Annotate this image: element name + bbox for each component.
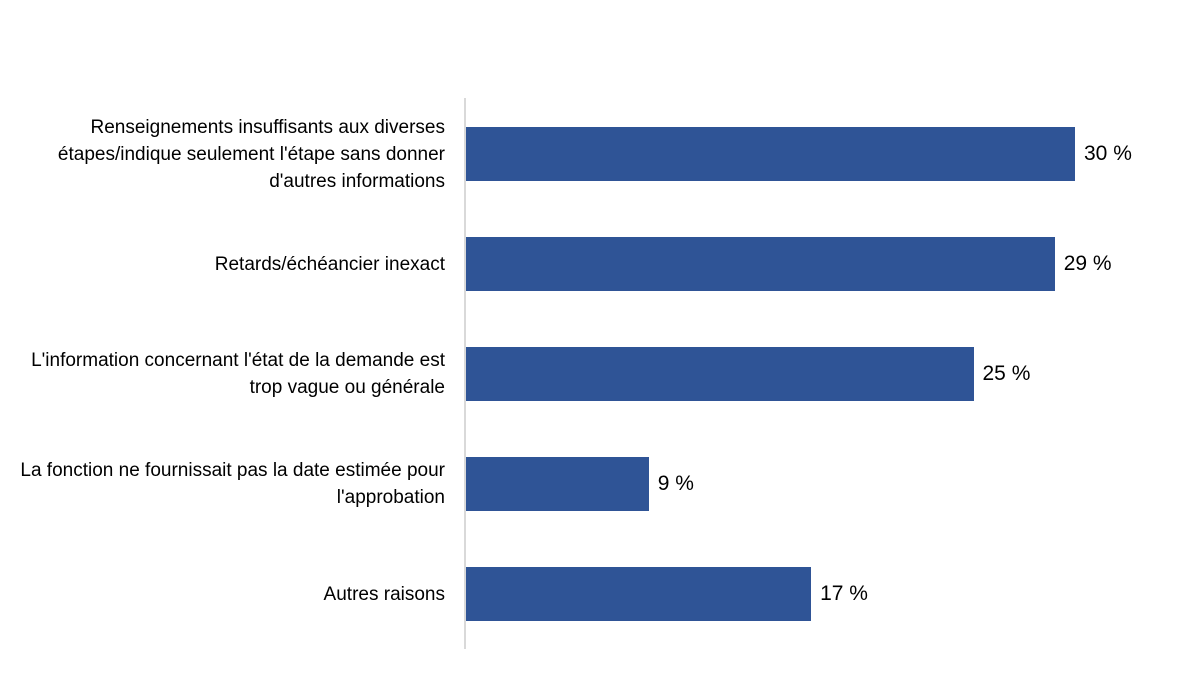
bar (466, 457, 649, 511)
data-label: 17 % (820, 582, 868, 605)
category-label: L'information concernant l'état de la de… (31, 350, 445, 398)
bar-row: Retards/échéancier inexact 29 % (0, 209, 1200, 319)
bar-track: 29 % (466, 209, 1200, 319)
bar-track: 25 % (466, 319, 1200, 429)
data-label: 9 % (657, 472, 694, 495)
data-label: 25 % (982, 362, 1031, 385)
bar-track: 9 % (466, 429, 1200, 539)
bar (466, 127, 1075, 181)
bar-row: L'information concernant l'état de la de… (0, 319, 1200, 429)
bar-track: 30 % (466, 99, 1200, 209)
data-label: 29 % (1063, 252, 1112, 275)
category-label: Autres raisons (323, 583, 445, 605)
bar (466, 567, 812, 621)
bar-row: La fonction ne fournissait pas la date e… (0, 429, 1200, 539)
category-label: Renseignements insuffisants aux diverses… (57, 116, 445, 192)
data-label: 30 % (1084, 142, 1132, 165)
plot-area: Renseignements insuffisants aux diverses… (0, 99, 1200, 649)
bar-track: 17 % (466, 539, 1200, 649)
bar-row: Renseignements insuffisants aux diverses… (0, 99, 1200, 209)
bar (466, 347, 974, 401)
category-label: La fonction ne fournissait pas la date e… (20, 460, 445, 508)
bar (466, 237, 1055, 291)
bar-row: Autres raisons 17 % (0, 539, 1200, 649)
category-axis-line (464, 98, 466, 649)
category-label: Retards/échéancier inexact (214, 253, 445, 275)
